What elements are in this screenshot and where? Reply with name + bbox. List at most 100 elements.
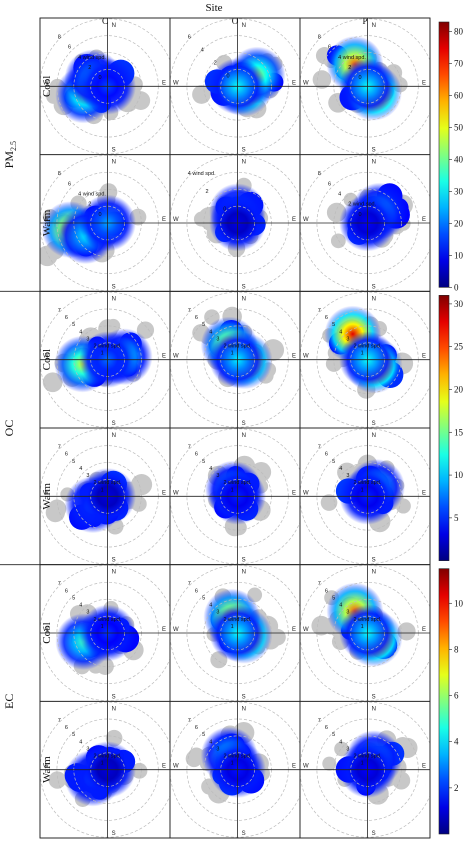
speed-label: 3 xyxy=(216,746,219,752)
speed-label: 3 xyxy=(216,473,219,479)
speed-label: 3 xyxy=(346,473,349,479)
polar-panel: N E S W 4 wind spd. 2 0 xyxy=(169,154,301,292)
direction-label: N xyxy=(372,296,376,302)
colorbar-tick-label: 25 xyxy=(454,342,464,352)
direction-label: N xyxy=(372,570,376,576)
colorbar-tick-label: 80 xyxy=(454,27,464,37)
direction-label: N xyxy=(112,433,116,439)
speed-label: 3 xyxy=(346,746,349,752)
direction-label: W xyxy=(173,217,179,223)
direction-label: N xyxy=(242,570,246,576)
speed-label: 2 wind spd. xyxy=(223,754,251,760)
direction-label: E xyxy=(422,764,426,770)
speed-label: 6 xyxy=(325,588,328,594)
speed-label: 7 xyxy=(188,718,191,724)
direction-label: S xyxy=(372,148,376,154)
direction-label: E xyxy=(162,764,166,770)
speed-label: 6 xyxy=(65,452,68,458)
speed-label: 1 xyxy=(101,761,104,767)
direction-label: S xyxy=(372,284,376,290)
speed-label: 2 wind spd. xyxy=(353,754,381,760)
direction-label: S xyxy=(372,831,376,837)
colorbar-tick-label: 8 xyxy=(454,644,459,654)
colorbar-tick-label: 30 xyxy=(454,299,464,309)
direction-label: W xyxy=(303,490,309,496)
direction-label: E xyxy=(162,627,166,633)
speed-label: 1 xyxy=(231,351,234,357)
speed-label: 6 xyxy=(188,35,191,41)
direction-label: N xyxy=(112,160,116,166)
polar-panel: N E S W 6 4 2 0 xyxy=(169,17,301,156)
speed-label: 8 xyxy=(58,35,61,41)
speed-label: 4 xyxy=(339,466,342,472)
speed-label: 6 xyxy=(65,588,68,594)
direction-label: N xyxy=(112,706,116,712)
direction-label: E xyxy=(422,80,426,86)
speed-label: 5 xyxy=(72,322,75,328)
speed-label: 5 xyxy=(72,459,75,465)
direction-label: W xyxy=(173,354,179,360)
direction-label: E xyxy=(422,354,426,360)
speed-label: 2 xyxy=(206,189,209,195)
colorbar-tick-label: 10 xyxy=(454,598,464,608)
speed-label: 4 wind spd. xyxy=(338,55,366,61)
direction-label: S xyxy=(112,694,116,700)
speed-label: 3 xyxy=(86,473,89,479)
speed-label: 2 wind spd. xyxy=(223,480,251,486)
direction-label: S xyxy=(242,694,246,700)
direction-label: W xyxy=(173,80,179,86)
direction-label: E xyxy=(292,764,296,770)
direction-label: S xyxy=(242,558,246,564)
colorbar xyxy=(438,21,450,288)
direction-label: W xyxy=(303,627,309,633)
colorbar-tick-label: 10 xyxy=(454,470,464,480)
speed-label: 4 xyxy=(339,603,342,609)
colorbar xyxy=(438,568,450,835)
direction-label: N xyxy=(372,433,376,439)
direction-label: S xyxy=(372,558,376,564)
speed-label: 3 xyxy=(216,610,219,616)
direction-label: S xyxy=(112,831,116,837)
speed-label: 2 wind spd. xyxy=(93,480,121,486)
speed-label: 2 xyxy=(88,202,91,208)
speed-label: 2 wind spd. xyxy=(223,617,251,623)
speed-label: 7 xyxy=(188,581,191,587)
column-label: O xyxy=(232,16,239,26)
direction-label: W xyxy=(173,490,179,496)
speed-label: 7 xyxy=(318,581,321,587)
direction-label: W xyxy=(303,354,309,360)
direction-label: S xyxy=(112,558,116,564)
speed-label: 0 xyxy=(98,212,101,218)
pollutant-label: EC xyxy=(2,694,16,709)
polar-panel: N E S W 8 6 4 wind spd. 2 0 Warm xyxy=(39,154,171,292)
direction-label: S xyxy=(242,421,246,427)
speed-label: 3 xyxy=(216,336,219,342)
speed-label: 1 xyxy=(361,487,364,493)
panel-frame xyxy=(299,700,431,839)
direction-label: S xyxy=(112,421,116,427)
speed-label: 5 xyxy=(202,322,205,328)
speed-label: 6 xyxy=(65,725,68,731)
polar-panel: N E S W 8 6 4 wind spd. 2 0 Cool xyxy=(39,17,171,156)
polar-panel: N E S W 8 6 4 2 wind spd. 0 xyxy=(299,154,431,292)
speed-label: 2 xyxy=(214,60,217,66)
speed-label: 4 xyxy=(209,603,212,609)
no-data-blob xyxy=(48,771,66,789)
direction-label: N xyxy=(372,160,376,166)
direction-label: E xyxy=(422,217,426,223)
speed-label: 1 xyxy=(361,624,364,630)
speed-label: 7 xyxy=(318,718,321,724)
direction-label: E xyxy=(292,217,296,223)
speed-label: 4 xyxy=(201,47,204,53)
speed-label: 8 xyxy=(58,171,61,177)
direction-label: N xyxy=(112,296,116,302)
colorbar-tick-label: 20 xyxy=(454,218,464,228)
speed-label: 1 xyxy=(231,624,234,630)
speed-label: 4 xyxy=(209,466,212,472)
no-data-blob xyxy=(185,750,203,768)
no-data-blob xyxy=(392,771,411,790)
